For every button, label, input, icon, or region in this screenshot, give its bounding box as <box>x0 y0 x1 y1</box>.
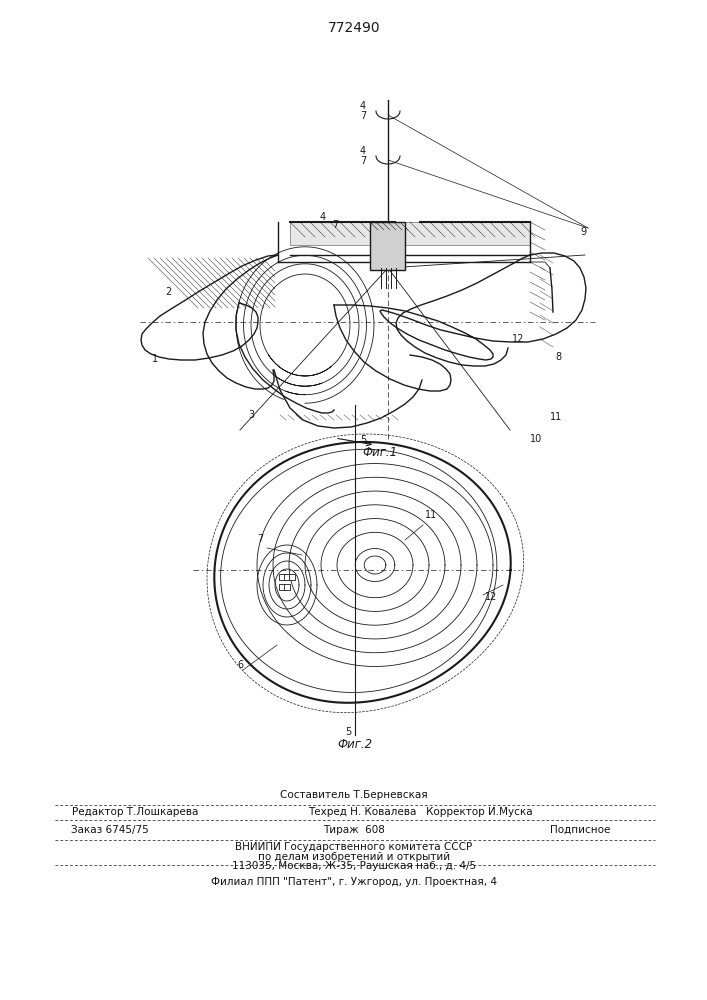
Text: Фиг.2: Фиг.2 <box>337 738 373 752</box>
Text: 11: 11 <box>425 510 437 520</box>
Bar <box>284 574 290 580</box>
Text: Филиал ППП "Патент", г. Ужгород, ул. Проектная, 4: Филиал ППП "Патент", г. Ужгород, ул. Про… <box>211 877 497 887</box>
Text: Техред Н. Ковалева   Корректор И.Муска: Техред Н. Ковалева Корректор И.Муска <box>308 807 532 817</box>
Text: 2: 2 <box>165 287 171 297</box>
Text: Тираж  608: Тираж 608 <box>323 825 385 835</box>
Text: 7: 7 <box>360 111 366 121</box>
Text: 11: 11 <box>550 412 562 422</box>
Text: ВНИИПИ Государственного комитета СССР: ВНИИПИ Государственного комитета СССР <box>235 842 472 852</box>
Text: 10: 10 <box>530 434 542 444</box>
Text: 4: 4 <box>320 212 326 222</box>
Text: 8: 8 <box>555 352 561 362</box>
Text: 5: 5 <box>345 727 351 737</box>
Bar <box>370 222 405 270</box>
Text: 4: 4 <box>360 101 366 111</box>
Bar <box>279 574 285 580</box>
Text: 1: 1 <box>152 354 158 364</box>
Text: 772490: 772490 <box>327 21 380 35</box>
Bar <box>284 584 290 590</box>
Text: 7: 7 <box>332 220 338 230</box>
Text: Составитель Т.Берневская: Составитель Т.Берневская <box>280 790 428 800</box>
Text: 9: 9 <box>580 227 586 237</box>
Text: 5: 5 <box>360 435 366 445</box>
Text: 7: 7 <box>257 534 263 544</box>
Text: 113035, Москва, Ж-35, Раушская наб., д. 4/5: 113035, Москва, Ж-35, Раушская наб., д. … <box>232 861 476 871</box>
Text: 3: 3 <box>248 410 254 420</box>
Text: 12: 12 <box>485 592 498 602</box>
Text: Подписное: Подписное <box>550 825 610 835</box>
Text: 12: 12 <box>512 334 525 344</box>
Text: 4: 4 <box>360 146 366 156</box>
Bar <box>289 574 295 580</box>
Bar <box>279 584 285 590</box>
Text: по делам изобретений и открытий: по делам изобретений и открытий <box>258 852 450 862</box>
Text: 7: 7 <box>360 156 366 166</box>
Text: 6: 6 <box>237 660 243 670</box>
Text: Заказ 6745/75: Заказ 6745/75 <box>71 825 149 835</box>
Text: Редактор Т.Лошкарева: Редактор Т.Лошкарева <box>72 807 198 817</box>
Text: Фиг.1: Фиг.1 <box>363 446 397 460</box>
